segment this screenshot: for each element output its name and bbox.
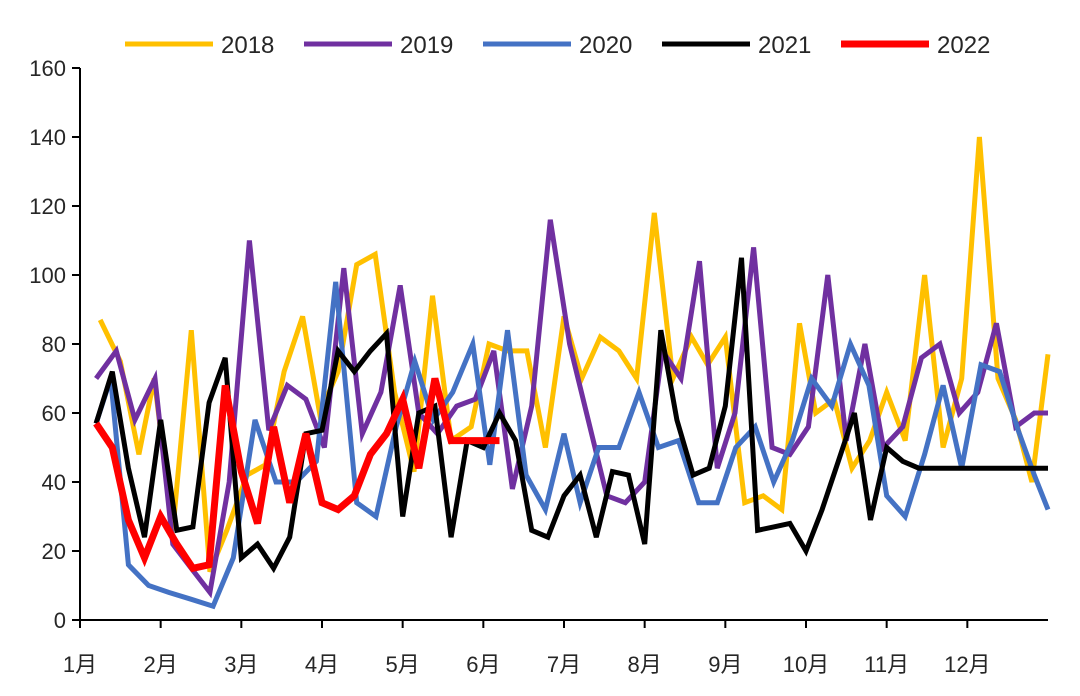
- x-tick-label: 2月: [144, 652, 178, 677]
- x-tick-label: 6月: [466, 652, 500, 677]
- y-tick-label: 100: [29, 263, 66, 288]
- x-tick-label: 9月: [708, 652, 742, 677]
- x-tick-label: 4月: [305, 652, 339, 677]
- x-tick-label: 8月: [628, 652, 662, 677]
- x-tick-label: 11月: [864, 652, 909, 677]
- chart-legend: 2018 2019 2020 2021 2022: [125, 32, 990, 59]
- y-tick-label: 20: [42, 539, 66, 564]
- plot-lines: [93, 136, 1051, 610]
- series-line-2021: [93, 257, 1048, 574]
- legend-label-2021: 2021: [758, 32, 811, 59]
- y-tick-label: 40: [42, 470, 66, 495]
- x-tick-label: 3月: [224, 652, 258, 677]
- legend-label-2018: 2018: [221, 32, 274, 59]
- y-tick-label: 120: [29, 194, 66, 219]
- legend-label-2022: 2022: [937, 32, 990, 59]
- x-tick-label: 5月: [386, 652, 420, 677]
- series-line-2019: [94, 219, 1048, 599]
- x-tick-label: 10月: [783, 652, 829, 677]
- y-axis: 0 20 40 60 80 100 120 140 160: [29, 56, 81, 633]
- y-tick-label: 140: [29, 125, 66, 150]
- x-tick-label: 7月: [547, 652, 581, 677]
- legend-label-2020: 2020: [579, 32, 632, 59]
- y-tick-label: 80: [42, 332, 66, 357]
- series-line-2018: [97, 136, 1051, 573]
- series-line-2020: [93, 281, 1051, 610]
- legend-label-2019: 2019: [400, 32, 453, 59]
- series-line-2022: [93, 377, 500, 573]
- x-axis: 1月 2月 3月 4月 5月 6月 7月 8月 9月 10月 11月 12月: [63, 619, 1048, 677]
- y-tick-label: 60: [42, 401, 66, 426]
- x-tick-label: 1月: [63, 652, 97, 677]
- x-tick-label: 12月: [944, 652, 990, 677]
- y-tick-label: 0: [54, 608, 66, 633]
- y-tick-label: 160: [29, 56, 66, 81]
